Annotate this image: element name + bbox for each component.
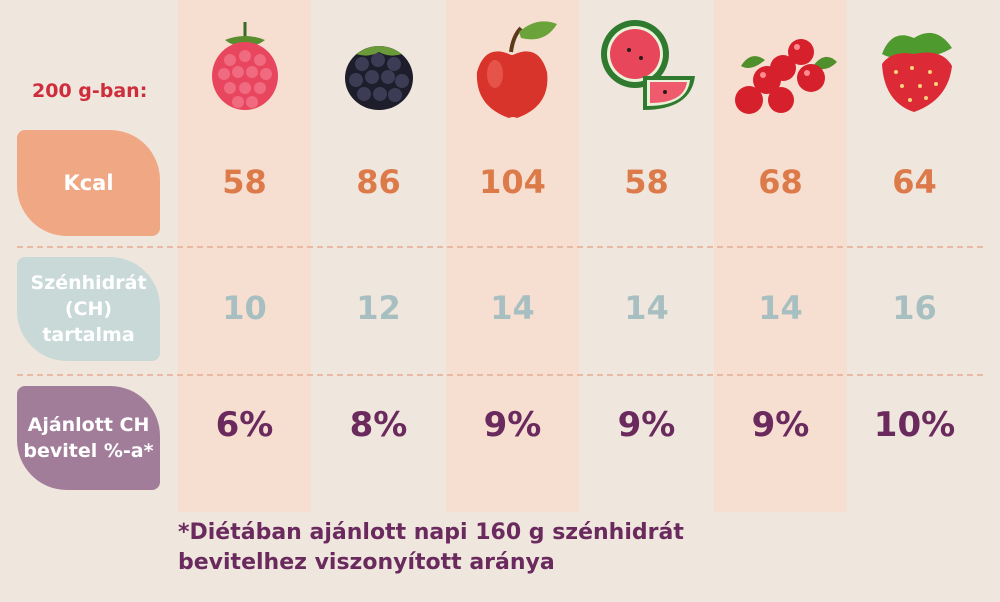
kcal-value-red-currant: 68 — [758, 163, 803, 201]
ch-value-blackberry: 12 — [356, 289, 401, 327]
pct-value-red-currant: 9% — [751, 405, 810, 445]
kcal-value-blackberry: 86 — [356, 163, 401, 201]
kcal-value-strawberry: 64 — [892, 163, 937, 201]
kcal-label-text: Kcal — [63, 171, 114, 195]
footnote: *Diétában ajánlott napi 160 g szénhidrát… — [178, 520, 684, 575]
raspberry-icon — [178, 14, 311, 126]
carbohydrate-label-text: Szénhidrát (CH) tartalma — [30, 272, 147, 346]
red-currant-icon — [714, 14, 847, 126]
kcal-label: Kcal — [17, 130, 160, 236]
pct-value-blackberry: 8% — [349, 405, 408, 445]
recommended-ch-label: Ajánlott CH bevitel %-a* — [17, 386, 160, 490]
pct-value-raspberry: 6% — [215, 405, 274, 445]
apple-icon — [446, 14, 579, 126]
ch-value-raspberry: 10 — [222, 289, 267, 327]
carbohydrate-label: Szénhidrát (CH) tartalma — [17, 257, 160, 361]
column-highlight-5 — [714, 0, 847, 512]
pct-value-apple: 9% — [483, 405, 542, 445]
ch-value-strawberry: 16 — [892, 289, 937, 327]
watermelon-icon — [580, 14, 713, 126]
kcal-value-raspberry: 58 — [222, 163, 267, 201]
recommended-ch-label-text: Ajánlott CH bevitel %-a* — [23, 414, 154, 462]
strawberry-icon — [848, 14, 981, 126]
kcal-value-watermelon: 58 — [624, 163, 669, 201]
ch-value-red-currant: 14 — [758, 289, 803, 327]
ch-value-apple: 14 — [490, 289, 535, 327]
blackberry-icon — [312, 14, 445, 126]
pct-value-strawberry: 10% — [873, 405, 956, 445]
kcal-value-apple: 104 — [479, 163, 546, 201]
ch-value-watermelon: 14 — [624, 289, 669, 327]
pct-value-watermelon: 9% — [617, 405, 676, 445]
row-divider-2 — [17, 374, 983, 376]
row-divider-1 — [17, 246, 983, 248]
serving-size-label: 200 g-ban: — [32, 80, 148, 102]
